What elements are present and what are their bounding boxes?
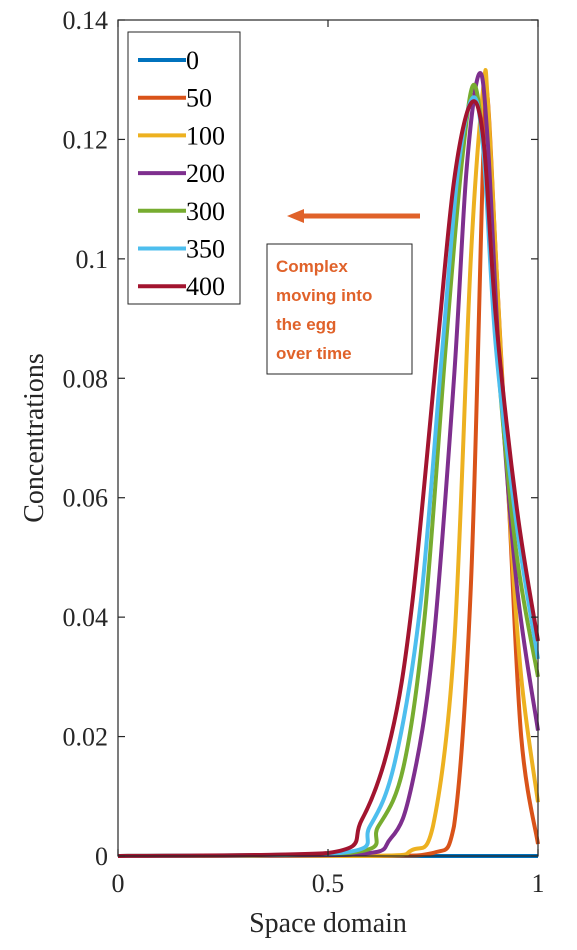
legend-label-300: 300	[186, 197, 225, 226]
series-lines	[117, 68, 540, 859]
legend-box	[127, 31, 241, 305]
x-tick-label: 1	[532, 869, 545, 898]
annotation-line: the egg	[276, 315, 336, 334]
series-line-350	[117, 95, 540, 858]
y-tick-label: 0.04	[63, 603, 109, 632]
annotation-line: over time	[276, 344, 352, 363]
series-line-400	[117, 99, 540, 858]
x-tick-label: 0.5	[312, 869, 345, 898]
annotation-arrowhead	[287, 209, 304, 223]
legend-label-0: 0	[186, 46, 199, 75]
y-tick-label: 0.06	[63, 484, 109, 513]
legend: 0 50 100 200 300 350 400	[127, 31, 241, 305]
legend-label-350: 350	[186, 235, 225, 264]
annotation-box	[266, 243, 413, 375]
y-tick-label: 0.08	[63, 364, 109, 393]
y-tick-label: 0.1	[76, 245, 109, 274]
y-tick-label: 0.12	[63, 125, 109, 154]
annotation-line: moving into	[276, 286, 372, 305]
legend-label-100: 100	[186, 121, 225, 150]
annotation-line: Complex	[276, 257, 348, 276]
axis-ticks: 0 0.02 0.04 0.06 0.08 0.1 0.12 0.14 0 0.5 1	[63, 6, 545, 898]
annotation-text: Complex moving into the egg over time	[276, 257, 372, 363]
legend-label-200: 200	[186, 159, 225, 188]
y-axis-label: Concentrations	[19, 353, 50, 523]
x-axis-label: Space domain	[249, 908, 407, 939]
y-tick-label: 0	[95, 842, 108, 871]
legend-label-50: 50	[186, 84, 212, 113]
y-tick-label: 0.02	[63, 723, 109, 752]
legend-label-400: 400	[186, 272, 225, 301]
y-tick-label: 0.14	[63, 6, 109, 35]
x-tick-label: 0	[112, 869, 125, 898]
annotation: Complex moving into the egg over time	[266, 209, 420, 375]
